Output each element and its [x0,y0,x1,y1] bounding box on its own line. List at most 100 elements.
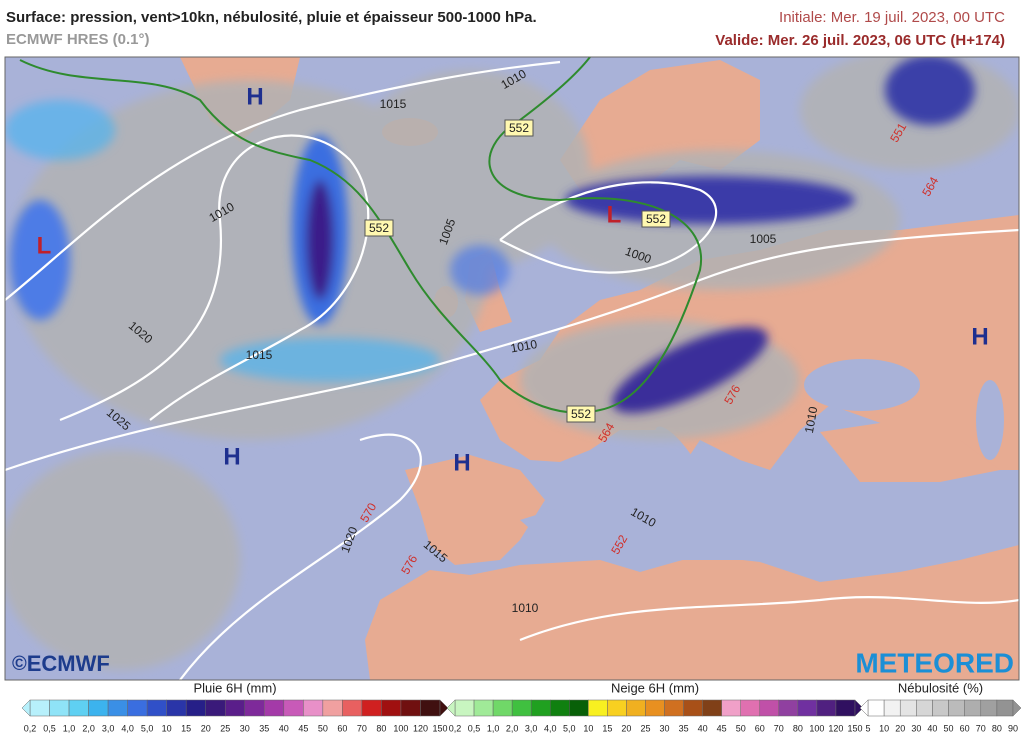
legend-swatch [899,699,917,717]
legend-swatch [205,699,226,717]
cloud [5,450,240,670]
legend-tick-label: 0,2 [449,723,462,733]
legend-swatch [588,699,608,717]
legend-tick-label: 45 [717,723,727,733]
legend-tick-label: 15 [602,723,612,733]
legend-arrow [1012,699,1022,717]
legend-swatch [185,699,206,717]
legend-swatch [322,699,343,717]
legend-swatch [797,699,818,717]
legend-tick-label: 150 [432,723,447,733]
legend-swatch [867,699,885,717]
map [5,57,1019,680]
legend-tick-label: 30 [660,723,670,733]
legend-tick-label: 25 [220,723,230,733]
legend-swatch [569,699,589,717]
thickness-label: 552 [509,121,529,135]
legend-swatch [996,699,1014,717]
legend-tick-label: 2,0 [506,723,519,733]
rain [885,57,975,125]
thickness-box [641,210,671,228]
legend-tick-label: 10 [583,723,593,733]
logo-text: ECMWF [27,651,110,676]
isobar-label: 1015 [246,348,273,362]
isobars [5,60,1019,680]
map-frame [4,56,1020,681]
legend-tick-label: 0,2 [24,723,37,733]
legend-arrow [854,699,864,717]
isobar [59,134,370,422]
legend-tick-label: 0,5 [468,723,481,733]
legend-arrow [439,699,449,717]
legend-tick-label: 3,0 [525,723,538,733]
land [820,420,1000,482]
legend-tick-label: 70 [774,723,784,733]
legend-swatch [127,699,148,717]
rain [5,100,115,160]
legend-tick-label: 4,0 [121,723,134,733]
legend-title: Pluie 6H (mm) [193,680,276,695]
sea [655,426,705,494]
legend-tick-label: 80 [793,723,803,733]
legend-tick-label: 70 [357,723,367,733]
legend-title: Neige 6H (mm) [611,680,699,695]
legend-swatch [948,699,965,717]
legend-swatch [146,699,167,717]
legend-swatch [361,699,382,717]
legend-swatch [721,699,741,717]
legend-swatch [454,699,475,717]
isobar-label: 1010 [802,405,820,434]
legend-swatch [29,699,50,717]
legend-tick-label: 1,0 [487,723,500,733]
legend-tick-label: 40 [698,723,708,733]
model: ECMWF HRES (0.1°) [6,31,150,48]
rain [220,338,440,382]
contour [19,57,703,414]
legend-swatch [683,699,703,717]
logo-meteored: METEORED [855,647,1014,678]
legend-tick-label: 60 [337,723,347,733]
thickness-box [566,405,596,423]
isobar [5,228,1019,472]
legend-swatch [342,699,363,717]
legend-tick-label: 30 [240,723,250,733]
legend-tick-label: 100 [809,723,824,733]
legend-swatch [166,699,187,717]
legend-tick-label: 35 [679,723,689,733]
legend-swatch [492,699,513,717]
legend-tick-label: 4,0 [544,723,557,733]
legend-tick-label: 0,5 [43,723,56,733]
legend-swatch [107,699,128,717]
legend-swatch [88,699,109,717]
legend-tick-label: 80 [992,723,1002,733]
legend-tick-label: 30 [911,723,921,733]
legend-tick-label: 100 [393,723,408,733]
legend-arrow [446,699,456,717]
legend-swatch [664,699,684,717]
legend-tick-label: 40 [279,723,289,733]
thickness-label: 552 [646,212,666,226]
init-time: Initiale: Mer. 19 juil. 2023, 00 UTC [779,9,1005,26]
legend-tick-label: 20 [201,723,211,733]
isobar-label: 1005 [750,232,777,246]
legend-tick-label: 40 [927,723,937,733]
legend-swatch [264,699,285,717]
legend-arrow [21,699,31,717]
legend-tick-label: 35 [259,723,269,733]
legend-swatch [511,699,532,717]
legend-swatch [883,699,901,717]
thickness-label: 552 [571,407,591,421]
legend-swatch [68,699,89,717]
legend-tick-label: 3,0 [102,723,115,733]
legend-tick-label: 10 [162,723,172,733]
rain [10,200,70,320]
title: Surface: pression, vent>10kn, nébulosité… [6,9,537,26]
legend-swatch [645,699,665,717]
legend-tick-label: 10 [879,723,889,733]
legend-swatch [778,699,799,717]
sea [804,359,920,411]
legend-tick-label: 20 [895,723,905,733]
legend-tick-label: 5,0 [141,723,154,733]
logo-ecmwf: ©ECMWF [12,651,110,676]
legend-tick-label: 1,0 [63,723,76,733]
